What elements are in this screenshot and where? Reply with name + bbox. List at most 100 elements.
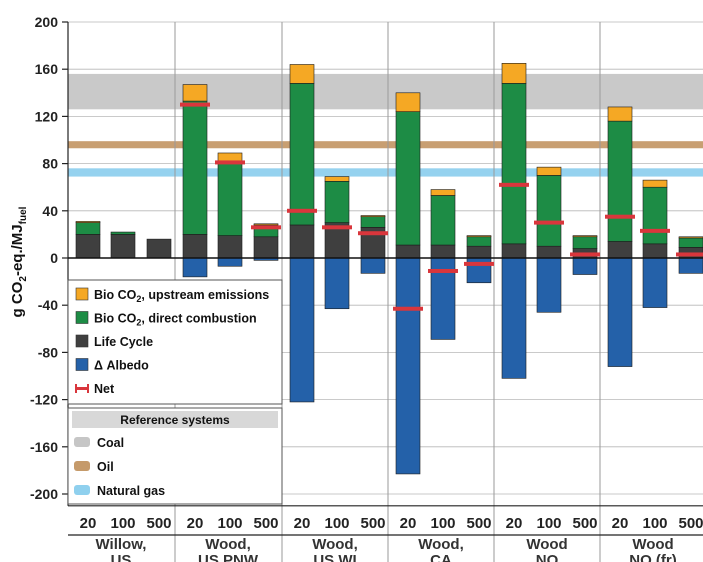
net-marker	[640, 228, 670, 233]
horizon-label: 20	[400, 515, 417, 532]
group-label-line1: Wood,	[312, 536, 358, 553]
net-marker	[428, 268, 458, 273]
net-marker	[287, 208, 317, 213]
legend-box	[67, 279, 283, 405]
net-marker	[180, 102, 210, 107]
bar-albedo	[642, 257, 668, 308]
bar-albedo	[324, 257, 350, 310]
ylabel-subscript: 2	[18, 276, 29, 282]
group-label-line1: Wood,	[418, 536, 464, 553]
bar-life-cycle	[146, 238, 172, 259]
bar-direct-combustion	[182, 100, 208, 235]
group-label-line2: US PNW	[198, 552, 259, 562]
bar-series	[75, 62, 703, 475]
bar-albedo	[572, 257, 598, 275]
y-tick-label: 0	[50, 250, 58, 266]
axes	[62, 21, 703, 536]
horizon-label: 100	[642, 515, 667, 532]
bar-upstream-emissions	[642, 179, 668, 188]
bar-upstream-emissions	[324, 176, 350, 182]
bar-direct-combustion	[678, 237, 703, 248]
group-label-line1: Wood	[632, 536, 673, 553]
group-label-line2: US	[111, 552, 132, 562]
bar-life-cycle	[217, 235, 243, 259]
group-label-line2: US WI	[313, 552, 356, 562]
horizon-label: 500	[572, 515, 597, 532]
bar-upstream-emissions	[536, 166, 562, 176]
bar-direct-combustion	[395, 111, 421, 246]
legend-label-rest: , direct combustion	[141, 312, 256, 326]
group-label-line1: Wood,	[205, 536, 251, 553]
band-coal	[68, 73, 703, 110]
net-marker	[358, 231, 388, 236]
y-tick-label: 160	[35, 61, 59, 77]
legend-swatch-direct	[75, 311, 89, 324]
bar-albedo	[501, 257, 527, 379]
bar-life-cycle	[466, 245, 492, 259]
bar-upstream-emissions	[253, 223, 279, 226]
horizon-label: 20	[80, 515, 97, 532]
bar-life-cycle	[430, 244, 456, 259]
bar-life-cycle	[642, 243, 668, 259]
bar-upstream-emissions	[289, 64, 315, 84]
reference-label-coal: Coal	[97, 436, 124, 450]
ylabel-subscript: fuel	[18, 206, 29, 224]
reference-swatch-coal	[74, 437, 90, 447]
band-oil	[68, 141, 703, 149]
legend-label-text: Δ Albedo	[94, 359, 149, 373]
legend-swatch-net	[75, 387, 89, 390]
y-tick-label: 200	[35, 14, 59, 30]
legend-swatch-net-cap	[87, 384, 89, 393]
bar-albedo	[466, 257, 492, 284]
net-marker	[676, 252, 703, 257]
horizon-label: 100	[536, 515, 561, 532]
horizon-label: 500	[466, 515, 491, 532]
net-marker	[251, 225, 281, 230]
bar-direct-combustion	[289, 83, 315, 226]
horizon-label: 20	[506, 515, 523, 532]
y-tick-label: -200	[30, 486, 58, 502]
legend-swatch-albedo	[75, 358, 89, 371]
y-tick-label: -80	[38, 344, 58, 360]
reference-label-oil: Oil	[97, 460, 114, 474]
bar-life-cycle	[501, 243, 527, 259]
bar-direct-combustion	[501, 83, 527, 245]
bar-direct-combustion	[466, 236, 492, 247]
legend-label-upstream: Bio CO2, upstream emissions	[94, 288, 269, 304]
horizon-label: 20	[612, 515, 629, 532]
bar-life-cycle	[289, 224, 315, 259]
group-label-line2: NO (fr)	[629, 552, 677, 562]
horizon-label: 500	[678, 515, 703, 532]
y-tick-labels: 200 160 120 80 40 0 -40 -80 -120 -160 -200	[30, 14, 58, 502]
bar-upstream-emissions	[395, 92, 421, 112]
bar-direct-combustion	[75, 222, 101, 235]
y-axis-label: g CO2-eq./MJfuel	[9, 206, 29, 317]
bar-upstream-emissions	[430, 189, 456, 196]
group-label-line2: CA	[430, 552, 452, 562]
bar-direct-combustion	[572, 236, 598, 249]
horizon-label: 20	[294, 515, 311, 532]
horizon-label: 100	[430, 515, 455, 532]
band-natural-gas	[68, 168, 703, 177]
horizon-label: 20	[187, 515, 204, 532]
bar-life-cycle	[607, 241, 633, 259]
y-tick-label: 80	[42, 156, 58, 172]
y-tick-label: 120	[35, 108, 59, 124]
reference-bands	[68, 73, 703, 177]
bar-albedo	[289, 257, 315, 403]
legend-label-subscript: 2	[136, 318, 141, 328]
bar-direct-combustion	[324, 181, 350, 223]
legend-swatch-upstream	[75, 287, 89, 301]
bar-upstream-emissions	[678, 236, 703, 239]
y-tick-label: -160	[30, 439, 58, 455]
bar-life-cycle	[395, 244, 421, 259]
bar-upstream-emissions	[182, 84, 208, 102]
horizon-label: 500	[253, 515, 278, 532]
bar-direct-combustion	[110, 231, 136, 235]
legend-label-net: Net	[94, 382, 115, 396]
net-marker	[393, 306, 423, 311]
horizon-label: 500	[360, 515, 385, 532]
legend-label-text: Bio CO	[94, 288, 137, 302]
bar-upstream-emissions	[607, 106, 633, 122]
bar-direct-combustion	[430, 195, 456, 246]
